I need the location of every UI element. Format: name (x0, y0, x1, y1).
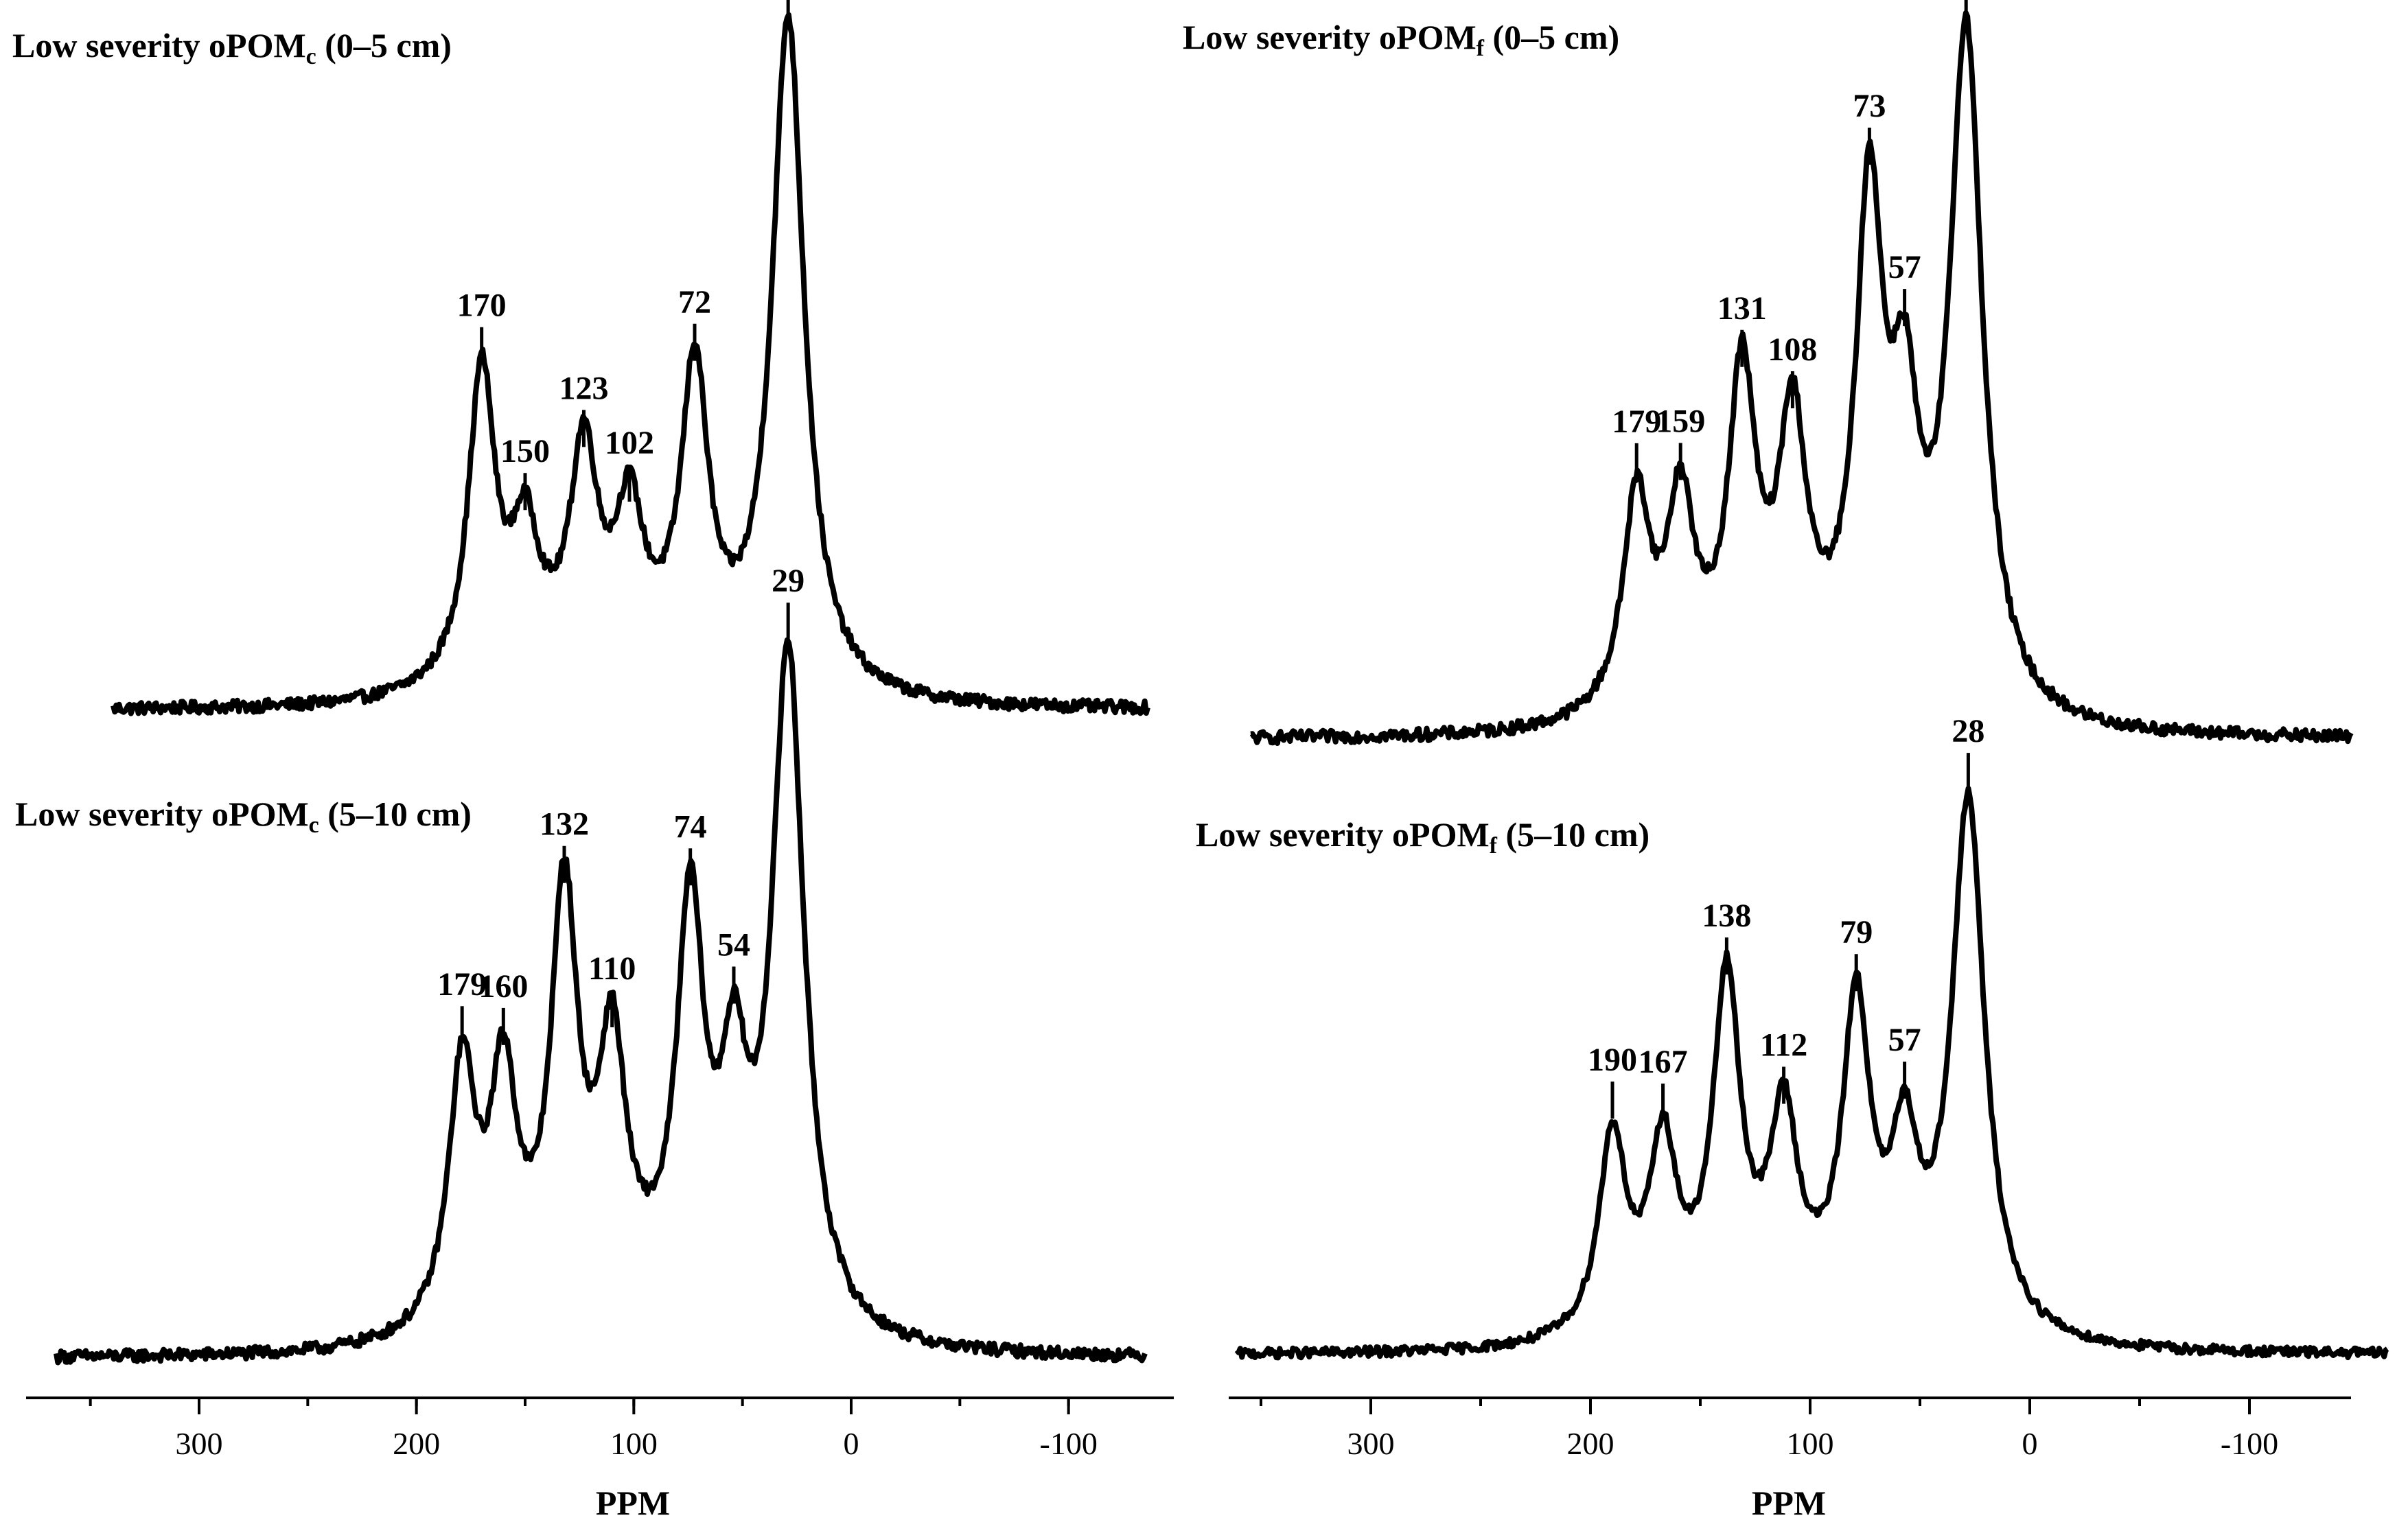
peak-label: 29 (772, 563, 804, 599)
x-tick-label: 200 (393, 1426, 440, 1461)
peak-label: 170 (457, 288, 507, 324)
x-tick-label: 100 (1787, 1426, 1834, 1461)
peak-label: 73 (1853, 88, 1886, 124)
panel-title: Low severity oPOMc (0–5 cm) (12, 26, 452, 69)
peak-label: 138 (1702, 898, 1751, 934)
peak-label: 102 (605, 425, 654, 461)
peak-label: 28 (1952, 713, 1984, 749)
peak-label: 72 (678, 284, 711, 320)
peak-label: 112 (1760, 1027, 1807, 1064)
spectrum-line (54, 637, 1148, 1366)
peak-label: 190 (1588, 1042, 1637, 1078)
x-axis-label: PPM (596, 1484, 670, 1522)
peak-label: 132 (540, 806, 589, 843)
spectrum-line (1234, 786, 2389, 1361)
x-tick-label: 200 (1567, 1426, 1614, 1461)
x-tick-label: -100 (2221, 1426, 2278, 1461)
panel-title: Low severity oPOMc (5–10 cm) (15, 795, 472, 838)
peak-label: 131 (1717, 290, 1767, 327)
x-tick-label: -100 (1040, 1426, 1098, 1461)
spectrum-panel: Low severity oPOMf (0–5 cm)2917915913110… (1183, 0, 2354, 746)
x-tick-label: 300 (1347, 1426, 1395, 1461)
panel-title: Low severity oPOMf (5–10 cm) (1196, 815, 1649, 858)
x-axis-left: 300 200 100 0 -100 PPM (26, 1396, 1174, 1522)
x-tick-label: 0 (844, 1426, 859, 1461)
peak-label: 110 (588, 950, 636, 987)
x-axes: 300 200 100 0 -100 PPM 300 200 100 0 -100 PPM (26, 1396, 2351, 1522)
peak-label: 150 (500, 433, 550, 469)
peak-label: 160 (478, 968, 528, 1005)
peak-label: 179 (1612, 404, 1661, 440)
peak-label: 167 (1639, 1044, 1688, 1080)
peak-label: 108 (1768, 331, 1817, 368)
x-axis-right: 300 200 100 0 -100 PPM (1229, 1396, 2351, 1522)
peak-label: 159 (1656, 404, 1705, 440)
x-tick-label: 100 (610, 1426, 658, 1461)
peak-label: 179 (437, 966, 487, 1003)
peak-label: 57 (1888, 1022, 1921, 1058)
x-tick-label: 0 (2022, 1426, 2038, 1461)
x-tick-label: 300 (176, 1426, 223, 1461)
spectrum-line (111, 12, 1150, 716)
peak-label: 54 (717, 927, 750, 963)
panel-title: Low severity oPOMf (0–5 cm) (1183, 18, 1619, 61)
peak-label: 79 (1840, 914, 1873, 950)
peak-label: 57 (1888, 249, 1921, 285)
spectrum-line (1249, 10, 2354, 746)
peak-label: 123 (559, 370, 609, 406)
spectrum-panel: Low severity oPOMf (5–10 cm) 28 190 167 138 1… (1196, 713, 2389, 1361)
x-axis-label: PPM (1752, 1484, 1826, 1522)
peak-label: 74 (674, 808, 707, 845)
